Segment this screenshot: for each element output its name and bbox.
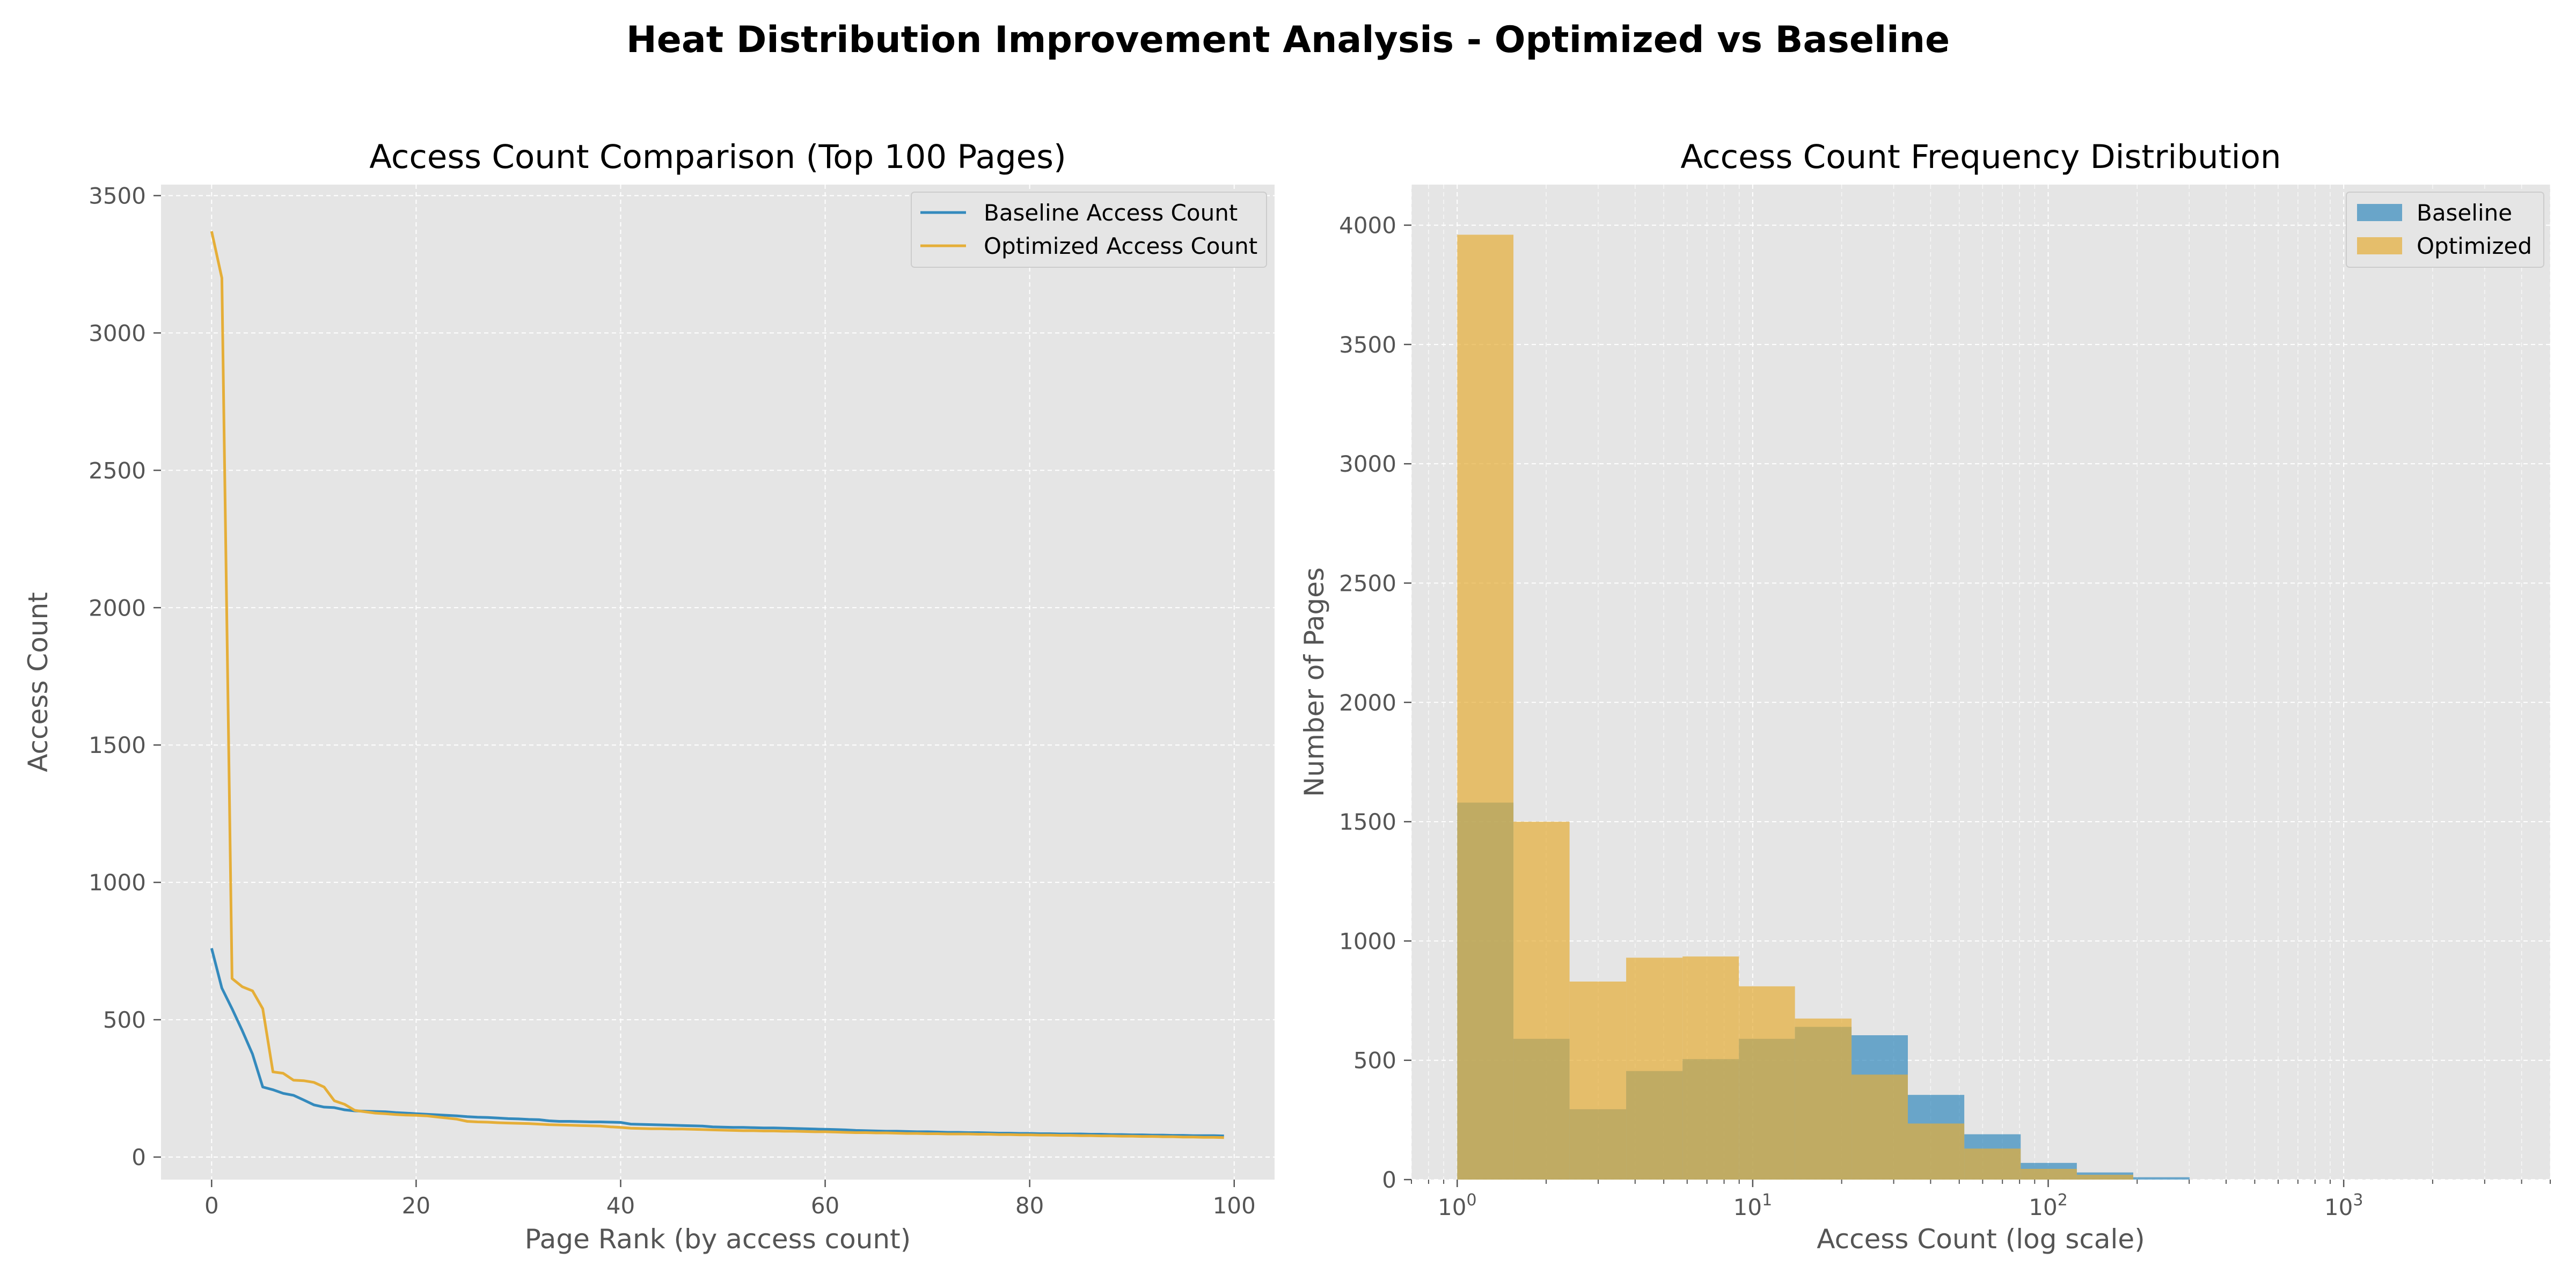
x-tick-label: 100 [1438, 1191, 1477, 1220]
line-chart-title: Access Count Comparison (Top 100 Pages) [369, 138, 1066, 176]
x-tick-label: 60 [811, 1192, 839, 1219]
legend-label-optimized: Optimized Access Count [984, 233, 1257, 259]
y-tick-label: 1500 [89, 732, 146, 758]
x-tick-label: 20 [402, 1192, 430, 1219]
line-chart-panel: 0 20 40 60 80 1000500100015002000250030003500… [23, 138, 1275, 1255]
histogram-ylabel: Number of Pages [1299, 567, 1330, 797]
x-tick-label: 103 [2324, 1191, 2363, 1220]
figure-title: Heat Distribution Improvement Analysis -… [626, 19, 1950, 61]
optimized-bar [1457, 235, 1514, 1180]
y-tick-label: 3000 [89, 320, 146, 346]
legend-label-optimized: Optimized [2417, 233, 2532, 259]
optimized-bar [1626, 957, 1683, 1180]
optimized-bar [1851, 1074, 1908, 1180]
axis-ticks: 100 101 102 103 0 500 1000 1500 2000 2500 3000 3500… [1339, 213, 2551, 1220]
y-tick-label: 2500 [1339, 570, 1396, 596]
legend-swatch-optimized [2357, 237, 2402, 254]
baseline-bar [2133, 1177, 2190, 1180]
histogram-title: Access Count Frequency Distribution [1680, 138, 2281, 176]
y-tick-label: 1000 [89, 869, 146, 896]
plot-background [161, 185, 1275, 1180]
x-tick-label: 101 [1733, 1191, 1773, 1220]
y-tick-label: 3500 [89, 182, 146, 209]
optimized-bar [2076, 1175, 2133, 1180]
y-tick-label: 1000 [1339, 928, 1396, 954]
x-tick-label: 102 [2029, 1191, 2068, 1220]
y-tick-label: 3000 [1339, 451, 1396, 477]
y-tick-label: 2000 [89, 595, 146, 621]
y-tick-label: 0 [1382, 1167, 1396, 1193]
y-tick-label: 4000 [1339, 213, 1396, 239]
x-tick-label: 40 [606, 1192, 635, 1219]
line-chart-ylabel: Access Count [23, 592, 54, 772]
y-tick-label: 500 [1353, 1048, 1396, 1074]
x-tick-label: 80 [1015, 1192, 1044, 1219]
y-tick-label: 2000 [1339, 690, 1396, 716]
y-tick-label: 1500 [1339, 809, 1396, 835]
legend-swatch-baseline [2357, 204, 2402, 221]
optimized-bar [1569, 981, 1627, 1180]
legend-label-baseline: Baseline [2417, 200, 2512, 226]
legend-label-baseline: Baseline Access Count [984, 200, 1238, 226]
histogram-xlabel: Access Count (log scale) [1817, 1224, 2145, 1255]
line-chart-legend: Baseline Access Count Optimized Access C… [911, 192, 1267, 268]
y-tick-label: 3500 [1339, 332, 1396, 358]
legend-box [911, 192, 1267, 268]
line-series-group [210, 231, 1224, 1139]
optimized-bar [1964, 1148, 2021, 1180]
x-tick-label: 100 [1213, 1192, 1256, 1219]
optimized-line [210, 231, 1224, 1139]
optimized-bar [1682, 956, 1739, 1180]
y-tick-label: 500 [103, 1007, 146, 1033]
optimized-bar [1513, 822, 1570, 1180]
optimized-bar [1739, 986, 1795, 1180]
histogram-legend: Baseline Optimized [2346, 192, 2544, 268]
optimized-bar [2021, 1168, 2077, 1180]
histogram-panel: 100 101 102 103 0 500 1000 1500 2000 2500 3000 3500… [1299, 138, 2551, 1255]
line-chart-xlabel: Page Rank (by access count) [525, 1224, 911, 1255]
y-tick-label: 2500 [89, 457, 146, 484]
optimized-bar [1795, 1018, 1852, 1180]
y-tick-label: 0 [131, 1144, 146, 1170]
histogram-bars-group [1457, 235, 2190, 1180]
baseline-line [210, 948, 1224, 1138]
x-tick-label: 0 [204, 1192, 219, 1219]
optimized-bar [1908, 1123, 1965, 1180]
